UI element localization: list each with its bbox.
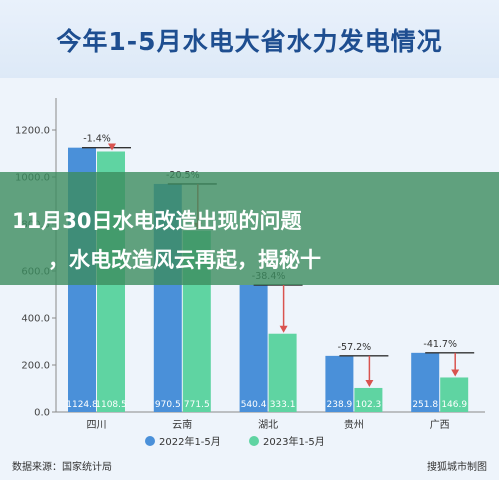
legend-label-2023: 2023年1-5月 [263,435,325,448]
data-label-2022: 251.8 [412,400,438,410]
data-label-2023: 1108.5 [95,400,127,410]
x-tick-label: 云南 [172,418,192,431]
page-title: 今年1-5月水电大省水力发电情况 [56,27,443,56]
x-tick-label: 四川 [87,420,107,431]
legend-marker-2022 [145,436,155,446]
headline-overlay: 11月30日水电改造出现的问题 ，水电改造风云再起，揭秘十 [0,172,499,285]
change-percent: -1.4% [83,134,111,145]
bar-2023 [268,333,297,412]
data-label-2023: 771.5 [184,400,210,410]
bar-2023 [440,377,469,412]
data-label-2023: 333.1 [270,400,296,410]
x-tick-label: 广西 [430,419,450,431]
change-arrowhead [108,143,116,151]
data-label-2022: 970.5 [155,400,181,410]
change-arrowhead [451,369,460,377]
bar-2022 [325,355,354,412]
data-label-2023: 102.3 [356,400,382,410]
change-percent: -57.2% [338,342,372,353]
source-note: 数据来源：国家统计局 [12,462,112,473]
change-arrowhead [365,379,374,387]
y-tick-label: 400.0 [21,314,50,325]
y-tick-label: 1200.0 [15,126,50,137]
data-label-2022: 540.4 [241,400,267,410]
y-tick-label: 200.0 [21,361,50,372]
change-percent: -41.7% [423,339,457,350]
x-tick-label: 湖北 [258,419,278,431]
bar-2022 [239,285,268,412]
data-label-2023: 146.9 [441,400,467,410]
y-tick-label: 0.0 [34,408,50,419]
x-tick-label: 贵州 [344,418,364,431]
data-label-2022: 238.9 [327,400,353,410]
legend-marker-2023 [249,436,259,446]
headline-line-2: ，水电改造风云再起，揭秘十 [48,248,321,272]
change-arrowhead [279,325,288,333]
header: 今年1-5月水电大省水力发电情况 [0,0,499,78]
bar-2022 [411,352,440,412]
headline-line-1: 11月30日水电改造出现的问题 [12,209,302,233]
bar-2023 [354,387,383,412]
data-label-2022: 1124.8 [66,400,98,410]
watermark: 搜狐城市制图 [427,462,487,473]
legend-label-2022: 2022年1-5月 [159,435,221,448]
